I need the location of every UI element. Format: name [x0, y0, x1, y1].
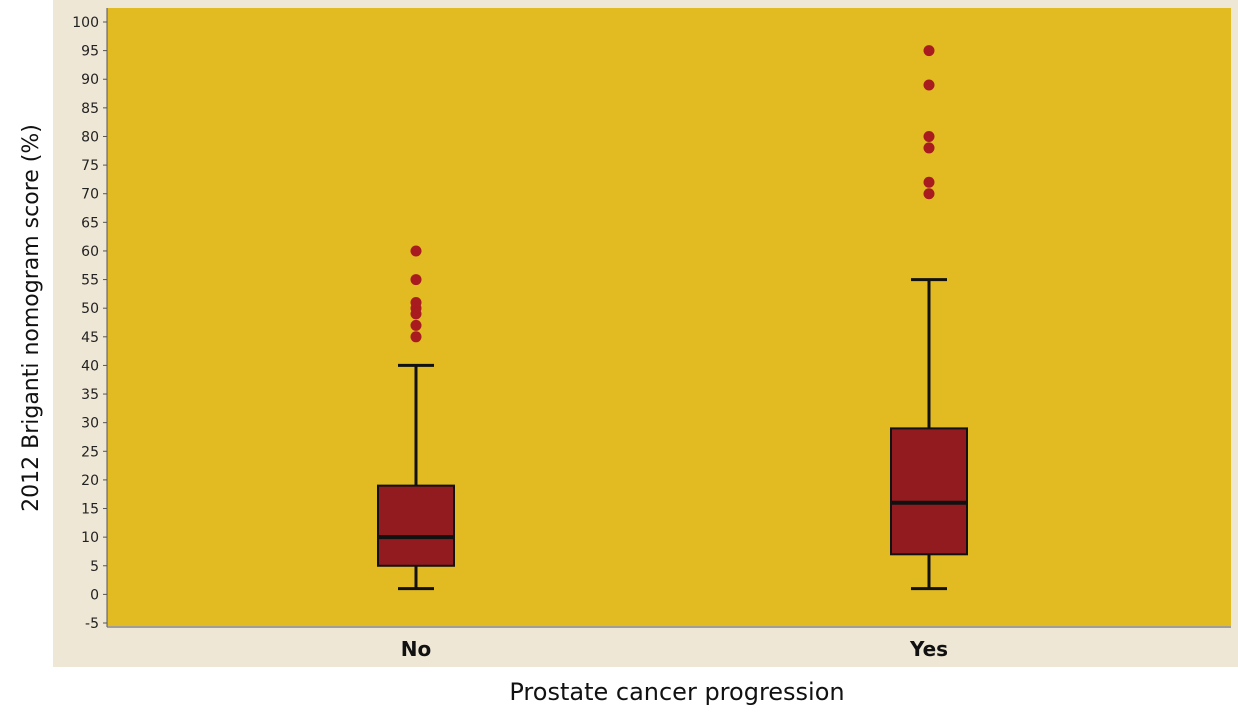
y-tick-label: 75	[81, 158, 99, 174]
box-no	[377, 245, 455, 591]
y-tick-label: 10	[81, 530, 99, 546]
iqr-box	[377, 484, 455, 567]
outlier-point	[410, 331, 422, 343]
outlier-point	[923, 176, 935, 188]
y-tick-label: 65	[81, 215, 99, 231]
outlier-point	[923, 45, 935, 57]
y-tick-label: 15	[81, 502, 99, 518]
y-tick-label: 100	[72, 15, 99, 31]
plot-area	[107, 8, 1231, 626]
outlier-point	[923, 79, 935, 91]
y-tick-label: 80	[81, 129, 99, 145]
y-tick-label: -5	[85, 616, 99, 632]
outlier-point	[923, 130, 935, 142]
y-tick-label: 40	[81, 358, 99, 374]
x-tick-label: Yes	[909, 637, 948, 661]
box-series	[377, 45, 968, 591]
outlier-point	[923, 142, 935, 154]
outlier-point	[923, 188, 935, 200]
outlier-point	[410, 245, 422, 257]
y-tick-label: 50	[81, 301, 99, 317]
box-yes	[890, 45, 968, 591]
y-axis-title: 2012 Briganti nomogram score (%)	[19, 124, 44, 512]
y-tick-label: 0	[90, 587, 99, 603]
y-tick-label: 30	[81, 416, 99, 432]
y-tick-label: 70	[81, 187, 99, 203]
y-tick-label: 25	[81, 444, 99, 460]
y-tick-label: 45	[81, 330, 99, 346]
x-axis-ticks: No Yes	[401, 637, 948, 661]
x-axis-title: Prostate cancer progression	[509, 678, 844, 706]
outlier-point	[410, 319, 422, 331]
x-tick-label: No	[401, 637, 431, 661]
outlier-point	[410, 274, 422, 286]
y-tick-label: 35	[81, 387, 99, 403]
y-tick-label: 20	[81, 473, 99, 489]
y-tick-label: 5	[90, 559, 99, 575]
y-tick-label: 95	[81, 44, 99, 60]
y-tick-label: 60	[81, 244, 99, 260]
y-tick-label: 55	[81, 273, 99, 289]
iqr-box	[890, 427, 968, 556]
outlier-point	[410, 296, 422, 308]
y-axis-ticks: -5 0 5 10 15 20 25 30 35 40 45 50 55 60 65 70 75 80 85 90 95…	[72, 15, 107, 632]
y-tick-label: 90	[81, 72, 99, 88]
y-tick-label: 85	[81, 101, 99, 117]
